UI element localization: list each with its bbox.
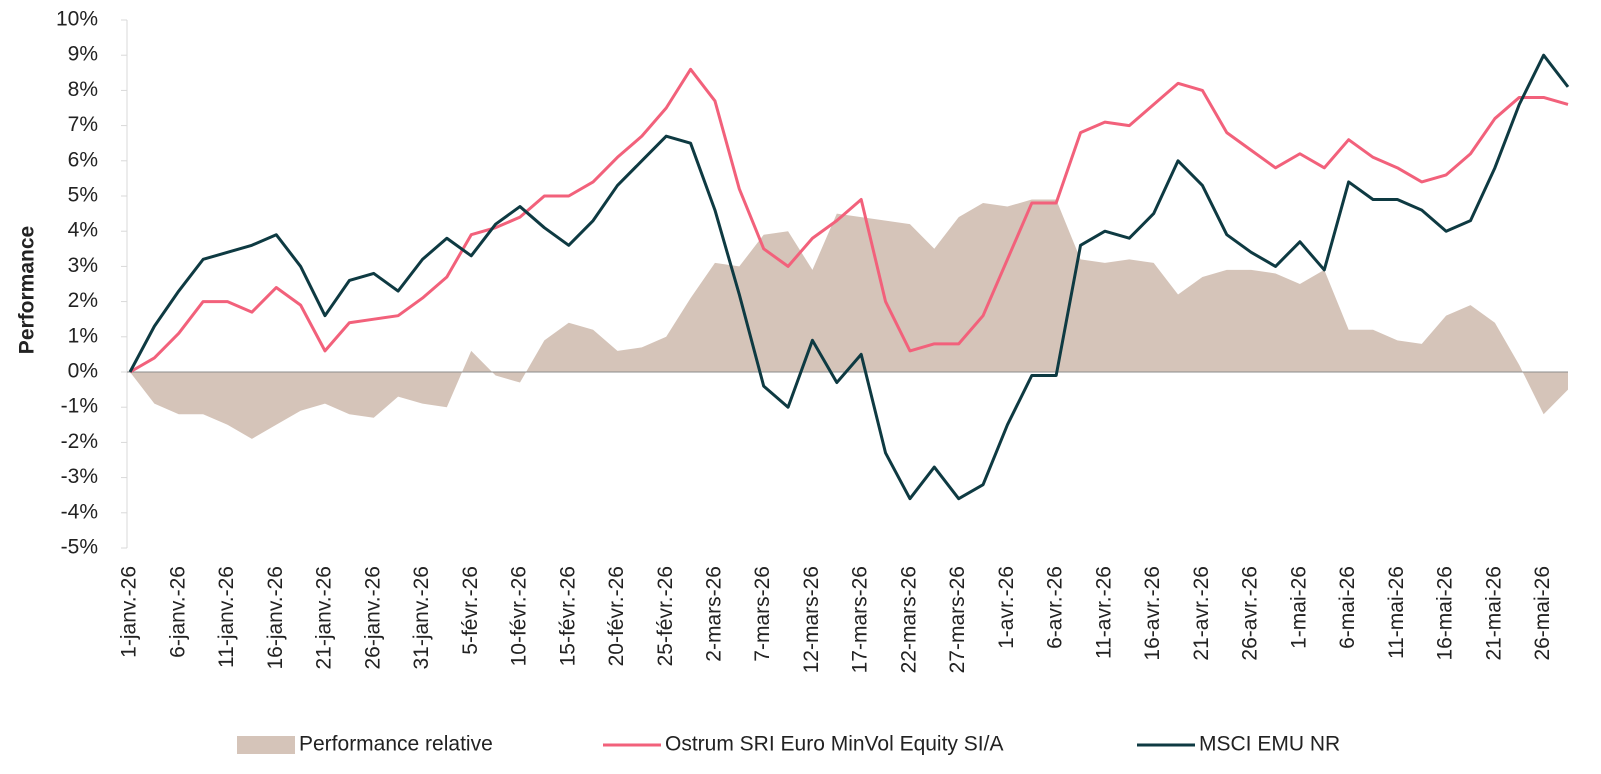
x-tick-label: 16-mai-26 <box>1434 566 1457 661</box>
x-tick-label: 16-avr.-26 <box>1141 566 1164 661</box>
x-tick-label: 6-janv.-26 <box>166 566 189 658</box>
y-tick-label: -3% <box>61 465 98 488</box>
y-tick-label: 7% <box>68 113 98 136</box>
y-tick-label: 5% <box>68 184 98 207</box>
x-tick-label: 1-avr.-26 <box>995 566 1018 649</box>
legend-label: Ostrum SRI Euro MinVol Equity SI/A <box>665 733 1003 756</box>
y-tick-label: -2% <box>61 430 98 453</box>
x-tick-label: 2-mars-26 <box>702 566 725 662</box>
y-tick-label: 2% <box>68 289 98 312</box>
y-tick-label: 1% <box>68 324 98 347</box>
y-tick-label: 3% <box>68 254 98 277</box>
x-tick-label: 1-mai-26 <box>1287 566 1310 649</box>
y-tick-label: 9% <box>68 43 98 66</box>
x-tick-label: 11-avr.-26 <box>1092 566 1115 659</box>
legend-label: Performance relative <box>299 733 493 756</box>
x-tick-label: 26-janv.-26 <box>361 566 384 670</box>
x-tick-label: 5-févr.-26 <box>459 566 482 655</box>
x-tick-label: 10-févr.-26 <box>508 566 531 666</box>
legend-swatch <box>237 736 295 754</box>
x-tick-label: 21-avr.-26 <box>1190 566 1213 661</box>
y-tick-label: 6% <box>68 148 98 171</box>
x-tick-label: 7-mars-26 <box>751 566 774 662</box>
x-tick-label: 27-mars-26 <box>946 566 969 673</box>
y-tick-label: -4% <box>61 500 98 523</box>
x-tick-label: 20-févr.-26 <box>605 566 628 666</box>
x-tick-label: 26-mai-26 <box>1531 566 1554 661</box>
y-tick-label: 4% <box>68 219 98 242</box>
x-tick-label: 26-avr.-26 <box>1239 566 1262 661</box>
y-tick-label: 0% <box>68 360 98 383</box>
x-tick-label: 16-janv.-26 <box>264 566 287 670</box>
area <box>130 199 1568 439</box>
y-tick-label: 10% <box>56 8 98 31</box>
x-tick-label: 31-janv.-26 <box>410 566 433 670</box>
x-tick-label: 6-avr.-26 <box>1044 566 1067 649</box>
x-tick-label: 11-janv.-26 <box>215 566 238 668</box>
x-tick-label: 22-mars-26 <box>897 566 920 673</box>
x-tick-label: 17-mars-26 <box>849 566 872 673</box>
y-tick-label: 8% <box>68 78 98 101</box>
x-tick-label: 15-févr.-26 <box>556 566 579 666</box>
line <box>128 53 1570 501</box>
x-tick-label: 12-mars-26 <box>800 566 823 673</box>
line <box>129 67 1569 374</box>
y-tick-label: -5% <box>61 536 98 559</box>
x-tick-label: 1-janv.-26 <box>118 566 141 658</box>
y-axis-label: Performance <box>16 226 39 354</box>
x-tick-label: 21-janv.-26 <box>313 566 336 670</box>
x-tick-label: 6-mai-26 <box>1336 566 1359 649</box>
x-tick-label: 11-mai-26 <box>1385 566 1408 659</box>
x-tick-label: 21-mai-26 <box>1482 566 1505 661</box>
y-tick-label: -1% <box>61 395 98 418</box>
x-tick-label: 25-févr.-26 <box>654 566 677 666</box>
legend-label: MSCI EMU NR <box>1199 733 1340 756</box>
